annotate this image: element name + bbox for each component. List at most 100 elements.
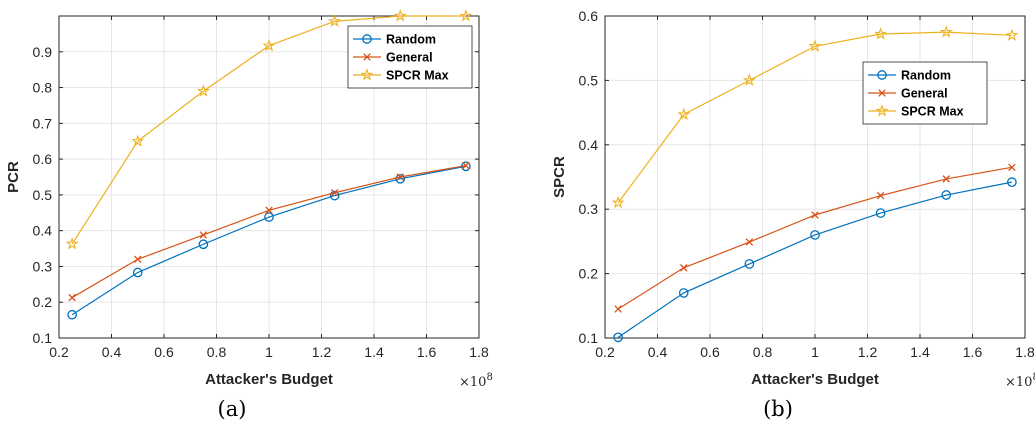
- y-tick-label: 0.6: [33, 151, 53, 167]
- y-tick-label: 0.4: [579, 137, 599, 153]
- y-tick-label: 0.2: [579, 266, 599, 282]
- x-tick-label: 1.8: [469, 344, 489, 360]
- data-point: [328, 14, 342, 27]
- data-point: [131, 134, 145, 147]
- data-point: [262, 38, 276, 52]
- x-exponent-power: 8: [1032, 372, 1035, 383]
- x-tick-label: 0.8: [207, 344, 227, 360]
- data-point: [1005, 28, 1019, 41]
- data-point: [264, 212, 274, 222]
- data-point: [132, 267, 143, 278]
- x-tick-label: 0.2: [49, 344, 69, 360]
- chart-panel-b: 0.2 0.4 0.6 0.8 1 1.2 1.4 1.6 1.80.10.20.30.40.5…: [551, 8, 1035, 421]
- y-tick-label: 0.3: [579, 201, 599, 217]
- series-general: [68, 161, 470, 302]
- x-tick-label: 0.4: [102, 344, 122, 360]
- data-point: [810, 230, 820, 240]
- data-point: [393, 9, 407, 22]
- series-random: [67, 161, 471, 320]
- y-tick-label: 0.2: [33, 294, 53, 310]
- x-exponent-base: ×10: [1005, 375, 1032, 390]
- chart-panel-a: 0.2 0.4 0.6 0.8 1 1.2 1.4 1.6 1.80.10.20.30.40.5…: [5, 9, 493, 421]
- y-tick-label: 0.5: [579, 72, 599, 88]
- x-tick-label: 1.4: [364, 344, 384, 360]
- panel-caption: (b): [763, 397, 793, 421]
- x-exponent-base: ×10: [459, 375, 486, 390]
- x-tick-label: 0.6: [154, 344, 174, 360]
- data-point: [196, 84, 210, 97]
- data-point: [329, 190, 340, 201]
- x-tick-label: 1: [811, 344, 819, 360]
- legend-marker: [362, 34, 372, 44]
- legend-label: Random: [386, 33, 436, 47]
- y-tick-label: 0.1: [579, 330, 599, 346]
- data-point: [678, 288, 689, 298]
- data-point: [67, 309, 77, 320]
- x-exponent-label: ×108: [459, 372, 493, 390]
- legend-marker: [875, 104, 889, 117]
- y-tick-label: 0.6: [579, 8, 599, 24]
- data-point: [199, 231, 208, 239]
- x-exponent-power: 8: [486, 372, 492, 383]
- x-tick-label: 1.2: [312, 344, 332, 360]
- x-tick-label: 1.2: [858, 344, 878, 360]
- data-point: [744, 259, 755, 269]
- y-axis-label: SPCR: [551, 156, 568, 198]
- data-point: [679, 264, 688, 272]
- data-point: [459, 9, 473, 22]
- x-tick-label: 1.6: [417, 344, 437, 360]
- series-line: [71, 165, 466, 316]
- series-line: [617, 181, 1012, 338]
- x-tick-label: 1.6: [963, 344, 983, 360]
- data-point: [939, 25, 953, 38]
- data-point: [742, 73, 756, 86]
- legend-label: SPCR Max: [386, 69, 449, 83]
- data-point: [1008, 163, 1016, 172]
- data-point: [395, 173, 406, 184]
- legend-marker: [877, 70, 887, 80]
- x-tick-label: 1.8: [1015, 344, 1035, 360]
- legend-marker: [360, 68, 374, 81]
- legend: Random General SPCR Max: [862, 61, 988, 125]
- data-point: [874, 27, 888, 40]
- series-line: [617, 31, 1012, 204]
- data-point: [677, 107, 691, 121]
- panel-caption: (a): [218, 397, 247, 421]
- legend: Random General SPCR Max: [347, 25, 473, 89]
- x-tick-label: 1: [265, 344, 273, 360]
- y-tick-label: 0.4: [33, 223, 53, 239]
- y-tick-label: 0.9: [33, 44, 53, 60]
- legend-label: General: [901, 87, 948, 101]
- series-general: [614, 163, 1016, 313]
- data-point: [876, 191, 885, 200]
- x-tick-label: 0.2: [595, 344, 615, 360]
- y-tick-label: 0.5: [33, 187, 53, 203]
- legend-label: SPCR Max: [901, 105, 964, 119]
- data-point: [811, 211, 819, 219]
- data-point: [65, 237, 79, 250]
- legend-marker: [878, 89, 886, 97]
- data-point: [808, 39, 822, 52]
- series-line: [71, 15, 466, 245]
- data-point: [941, 190, 952, 200]
- legend-label: General: [386, 51, 433, 65]
- x-axis-label: Attacker's Budget: [751, 371, 879, 388]
- data-point: [396, 173, 405, 181]
- y-tick-label: 0.8: [33, 80, 53, 96]
- data-point: [613, 332, 623, 343]
- legend-marker: [363, 53, 371, 61]
- data-point: [462, 161, 470, 170]
- legend-label: Random: [901, 69, 951, 83]
- series-random: [613, 177, 1017, 343]
- data-point: [198, 239, 209, 250]
- y-tick-label: 0.1: [33, 330, 53, 346]
- x-tick-label: 0.4: [648, 344, 668, 360]
- x-tick-label: 0.6: [700, 344, 720, 360]
- data-point: [68, 293, 76, 302]
- data-point: [330, 188, 339, 197]
- x-tick-label: 1.4: [910, 344, 930, 360]
- data-point: [611, 195, 625, 209]
- y-tick-label: 0.3: [33, 258, 53, 274]
- data-point: [942, 175, 951, 183]
